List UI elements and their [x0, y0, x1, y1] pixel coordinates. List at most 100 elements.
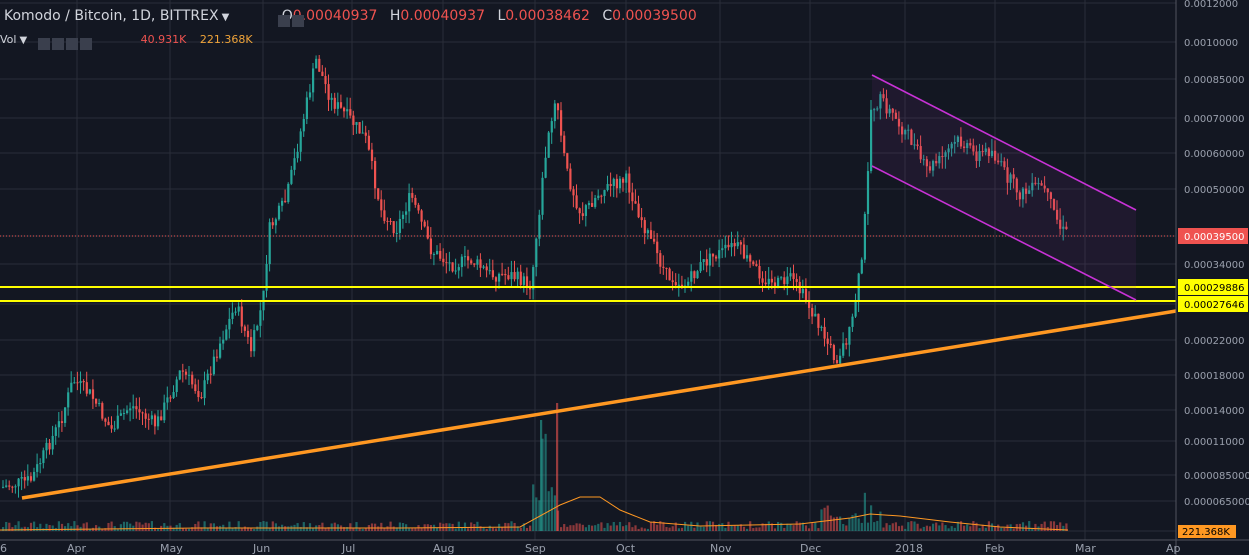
chevron-down-icon[interactable]: ▼: [221, 12, 230, 23]
close-icon[interactable]: [80, 38, 92, 50]
candle-body: [913, 144, 916, 146]
candle-body: [814, 313, 817, 317]
candle-body: [308, 92, 312, 98]
volume-bar: [529, 525, 532, 531]
x-tick-label: Ap: [1166, 542, 1181, 555]
volume-bar: [60, 523, 64, 531]
candle-body: [808, 300, 811, 308]
volume-bar: [439, 522, 442, 531]
volume-bar: [308, 523, 312, 531]
volume-bar: [938, 525, 941, 531]
high-label: H: [389, 8, 401, 24]
candle-body: [395, 232, 398, 234]
volume-bar: [1034, 523, 1037, 531]
volume-bar: [250, 528, 253, 531]
candle-body: [324, 76, 327, 85]
volume-bar: [566, 526, 569, 531]
volume-bar: [374, 523, 377, 531]
candle-body: [11, 486, 14, 488]
candle-body: [950, 143, 953, 149]
candle-body: [169, 397, 172, 399]
more-icon[interactable]: [66, 38, 78, 50]
candle-body: [411, 193, 414, 198]
candle-body: [529, 286, 532, 290]
candle-body: [907, 129, 910, 131]
candle-body: [237, 306, 240, 312]
candle-body: [346, 109, 349, 112]
volume-bar: [947, 528, 950, 531]
candle-body: [975, 151, 978, 161]
candle-body: [101, 403, 104, 419]
candle-body: [547, 132, 550, 158]
volume-bar: [85, 522, 88, 531]
volume-bar: [11, 527, 14, 531]
candle-body: [60, 421, 64, 423]
symbol-title[interactable]: Komodo / Bitcoin, 1D, BITTREX: [4, 8, 219, 24]
candle-body: [994, 150, 997, 161]
volume-label[interactable]: Vol: [0, 33, 17, 46]
candle-body: [336, 102, 339, 109]
candle-body: [293, 158, 296, 170]
volume-bar: [243, 526, 246, 531]
candle-body: [1052, 198, 1056, 210]
eye-icon[interactable]: [292, 15, 304, 27]
candle-body: [749, 255, 752, 262]
volume-bar: [485, 528, 488, 531]
settings-icon[interactable]: [38, 38, 50, 50]
settings-icon[interactable]: [278, 15, 290, 27]
y-tick-label: 0.00085000: [1184, 75, 1244, 86]
volume-bar: [516, 526, 519, 531]
candle-body: [789, 273, 792, 277]
candle-body: [460, 256, 463, 268]
candle-body: [82, 381, 85, 383]
volume-bar: [333, 522, 336, 531]
volume-bar: [603, 527, 606, 531]
volume-bar: [163, 523, 166, 531]
volume-bar: [510, 521, 513, 531]
candle-body: [876, 108, 879, 110]
volume-bar: [129, 523, 132, 531]
volume-bar: [234, 527, 237, 531]
candle-body: [811, 307, 814, 317]
candle-body: [699, 262, 702, 272]
volume-bar: [687, 525, 690, 531]
volume-bar: [656, 524, 659, 531]
candle-body: [817, 313, 820, 328]
volume-bar: [1056, 525, 1059, 531]
candle-body: [693, 271, 696, 279]
volume-bar: [615, 525, 618, 531]
candle-body: [374, 160, 377, 189]
candle-body: [48, 442, 51, 450]
candle-body: [79, 381, 82, 384]
candle-body: [538, 214, 541, 239]
volume-bar: [777, 521, 780, 531]
volume-bar: [122, 521, 126, 531]
candle-body: [687, 281, 690, 286]
volume-bar: [519, 527, 522, 531]
volume-bar: [1021, 522, 1025, 531]
volume-bar: [907, 522, 910, 531]
volume-bar: [209, 523, 212, 531]
candle-body: [513, 272, 516, 280]
volume-bar: [944, 525, 947, 531]
volume-bar: [1003, 528, 1006, 531]
volume-bar: [178, 523, 181, 531]
candle-body: [925, 159, 928, 167]
candle-body: [14, 486, 17, 488]
low-value: 0.00038462: [505, 8, 590, 24]
volume-bar: [361, 528, 364, 531]
volume-bar: [975, 522, 978, 531]
candle-body: [556, 103, 560, 111]
volume-bar: [383, 527, 386, 531]
chevron-down-icon[interactable]: ▼: [19, 35, 28, 46]
candle-body: [851, 316, 854, 327]
high-value: 0.00040937: [400, 8, 485, 24]
eye-icon[interactable]: [52, 38, 64, 50]
candle-body: [116, 415, 119, 429]
candle-body: [659, 253, 662, 267]
candle-body: [680, 284, 684, 287]
volume-bar: [457, 521, 460, 531]
volume-bar: [20, 527, 23, 531]
candle-body: [646, 230, 649, 234]
